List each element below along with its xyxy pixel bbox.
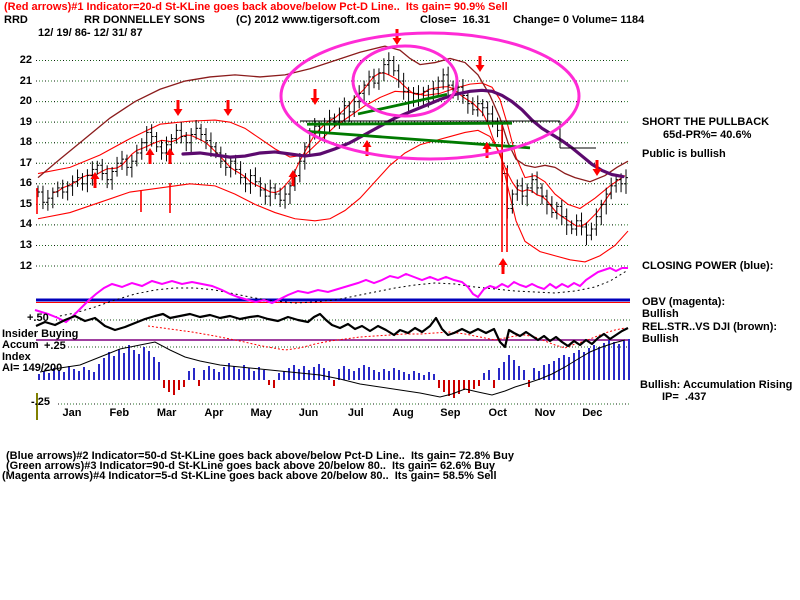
annotation-accum-state: Bullish: Accumulation Rising [640, 379, 793, 391]
price-tick-label: 17 [19, 156, 32, 169]
buy-arrow-icon [482, 142, 492, 149]
annotation-pr-percent: 65d-PR%= 40.6% [663, 129, 752, 141]
annotation-closing-power-label: CLOSING POWER (blue): [642, 260, 774, 272]
buy-arrow-icon [145, 148, 155, 155]
sell-arrow-icon [475, 65, 485, 72]
copyright-text: (C) 2012 www.tigersoft.com [236, 14, 380, 26]
month-label: Feb [109, 407, 130, 419]
closing-power-pane [34, 266, 630, 324]
month-label: Mar [156, 407, 177, 419]
month-label: Sep [440, 407, 461, 419]
company-name: RR DONNELLEY SONS [84, 14, 205, 26]
signal-arrows [90, 29, 602, 274]
footer-indicator-line-4: (Magenta arrows)#4 Indicator=5-d St-KLin… [2, 470, 497, 482]
price-tick-label: 13 [19, 238, 32, 251]
price-gridlines [36, 60, 630, 405]
annotation-obv-state: Bullish [642, 308, 679, 320]
sell-arrow-icon [592, 169, 602, 176]
date-range: 12/ 19/ 86- 12/ 31/ 87 [38, 27, 143, 39]
indicator1-header-text: (Red arrows)#1 Indicator=20-d St-KLine g… [4, 1, 508, 13]
month-label: Apr [204, 407, 224, 419]
accum-label: Accum [2, 339, 39, 351]
price-tick-label: 18 [19, 136, 32, 149]
buy-arrow-icon [90, 172, 100, 179]
annotation-obv-label: OBV (magenta): [642, 296, 726, 308]
buy-arrow-icon [362, 140, 372, 147]
footer-indicator-line-2: (Blue arrows)#2 Indicator=50-d St-KLine … [6, 450, 514, 462]
annotation-relstr-label: REL.STR..VS DJI (brown): [642, 321, 778, 333]
ai-value-label: AI= 149/200 [2, 362, 63, 374]
month-label: Dec [582, 407, 603, 419]
month-label: Aug [392, 407, 414, 419]
level-minus25-label: -.25 [31, 396, 50, 408]
ma-65d-purple-line [181, 88, 625, 179]
annotation-short-pullback: SHORT THE PULLBACK [642, 116, 770, 128]
level-plus25-label: +.25 [44, 340, 66, 352]
green-trendlines [306, 93, 531, 150]
change-volume-value: Change= 0 Volume= 1184 [513, 14, 645, 26]
month-label: May [250, 407, 272, 419]
accumulation-pane [35, 312, 630, 420]
sell-arrow-icon [392, 38, 402, 45]
price-tick-label: 14 [19, 218, 32, 231]
price-tick-label: 12 [19, 259, 32, 272]
month-label: Jun [298, 407, 319, 419]
buy-arrow-icon [165, 148, 175, 155]
ticker-symbol: RRD [4, 14, 28, 26]
month-label: Nov [534, 407, 556, 419]
price-tick-label: 20 [19, 95, 32, 108]
candlesticks [36, 52, 628, 246]
footer-indicator-line-3: (Green arrows)#3 Indicator=90-d St-KLine… [6, 460, 496, 472]
annotation-relstr-state: Bullish [642, 333, 679, 345]
index-label: Index [2, 351, 31, 363]
sell-arrow-icon [223, 109, 233, 116]
month-label: Jan [62, 407, 82, 419]
buy-arrow-icon [288, 170, 298, 177]
red-event-lines [36, 125, 508, 252]
indicator-lines [37, 45, 629, 263]
price-tick-label: 16 [19, 177, 32, 190]
close-value: Close= 16.31 [420, 14, 491, 26]
month-label: Jul [347, 407, 364, 419]
annotation-public-bullish: Public is bullish [642, 148, 726, 160]
buy-arrow-icon [498, 258, 508, 265]
price-tick-label: 21 [19, 74, 32, 87]
price-tick-label: 15 [19, 197, 32, 210]
month-label: Oct [488, 407, 507, 419]
insider-buying-label: Insider Buying [2, 328, 79, 340]
sell-arrow-icon [310, 98, 320, 105]
magenta-highlight-ellipses [279, 31, 581, 161]
price-tick-label: 19 [19, 115, 32, 128]
level-plus50-label: +.50 [27, 312, 49, 324]
price-tick-label: 22 [19, 54, 32, 66]
sell-arrow-icon [173, 109, 183, 116]
annotation-ip-value: IP= .437 [662, 391, 707, 403]
